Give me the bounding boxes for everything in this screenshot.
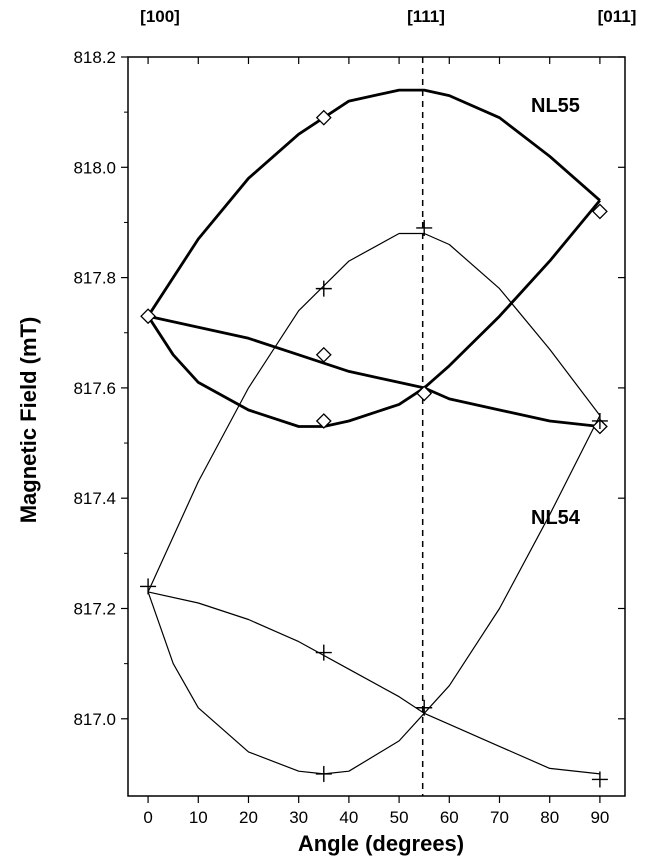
data-point-nl55 [315, 109, 332, 126]
y-tick-label: 818.2 [73, 48, 116, 67]
data-point-nl54 [140, 578, 157, 595]
y-axis-title: Magnetic Field (mT) [16, 317, 41, 524]
series-label-nl54: NL54 [531, 507, 581, 529]
data-point-nl54 [416, 699, 433, 716]
series-curves [146, 88, 601, 775]
top-label-111: [111] [407, 7, 445, 26]
data-point-nl55 [591, 203, 608, 220]
data-point-nl55 [315, 413, 332, 429]
data-point-nl54 [416, 219, 433, 236]
x-tick-label: 30 [289, 808, 308, 827]
x-tick-label: 70 [490, 808, 509, 827]
plot-border [127, 56, 626, 797]
series-curve-nl55-0 [146, 88, 601, 317]
y-tick-label: 817.0 [73, 710, 116, 729]
series-curve-nl54-0 [147, 232, 601, 593]
data-point-nl55 [315, 346, 332, 363]
y-tick-label: 817.4 [73, 489, 116, 508]
top-label-100: [100] [140, 7, 180, 26]
x-tick-label: 50 [390, 808, 409, 827]
data-point-nl54 [591, 412, 608, 429]
x-tick-label: 10 [189, 808, 208, 827]
y-tick-label: 817.8 [73, 269, 116, 288]
series-markers [140, 109, 608, 788]
data-point-nl54 [315, 644, 332, 661]
x-tick-label: 90 [590, 808, 609, 827]
data-point-nl55 [416, 385, 433, 402]
y-tick-label: 817.2 [73, 599, 116, 618]
y-tick-label: 817.6 [73, 379, 116, 398]
data-point-nl54 [591, 771, 608, 788]
x-tick-label: 20 [239, 808, 258, 827]
tick-marks [121, 56, 625, 803]
x-tick-label: 40 [339, 808, 358, 827]
series-curve-nl54-2 [147, 591, 600, 775]
x-tick-label: 60 [440, 808, 459, 827]
plot-frame [127, 56, 626, 797]
data-point-nl55 [140, 308, 157, 325]
series-label-nl55: NL55 [531, 95, 580, 117]
series-curve-nl55-1 [146, 199, 601, 428]
y-tick-label: 818.0 [73, 158, 116, 177]
x-tick-label: 80 [540, 808, 559, 827]
tick-labels: 0 10 20 30 40 50 60 70 80 90 817.0 817.2 817.4 817.6 8… [73, 48, 609, 827]
data-point-nl54 [315, 280, 332, 297]
series-curve-nl55-2 [147, 314, 601, 428]
x-axis-title: Angle (degrees) [298, 831, 464, 856]
series-curve-nl54-1 [147, 415, 601, 775]
data-point-nl54 [315, 765, 332, 782]
x-tick-label: 0 [143, 808, 152, 827]
top-label-011: [011] [598, 7, 637, 26]
